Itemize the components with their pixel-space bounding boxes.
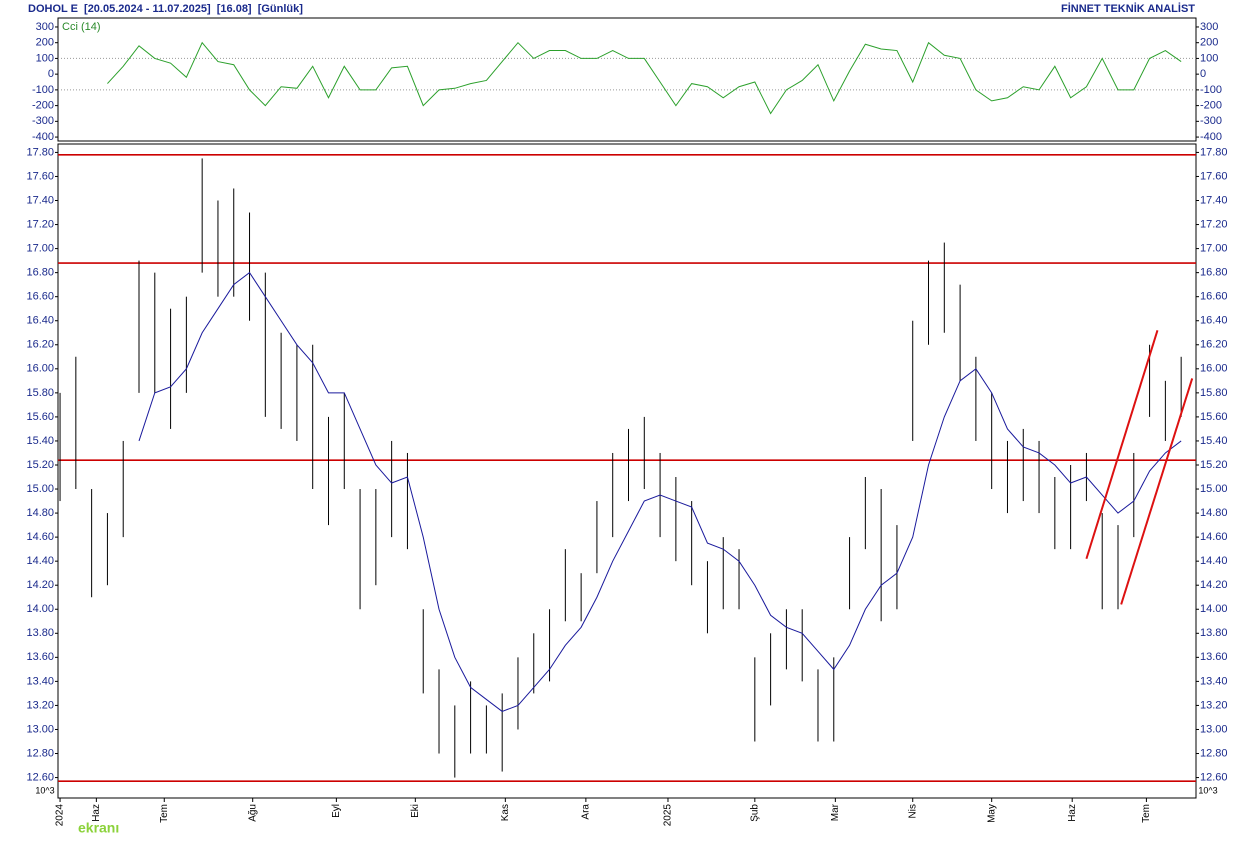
trend-line [1085, 330, 1159, 560]
y-tick-label: -100 [1200, 84, 1222, 96]
y-tick-label: 14.20 [1200, 579, 1228, 591]
price-panel [57, 143, 1197, 799]
y-tick-label: 12.60 [1200, 771, 1228, 783]
x-tick-label: Şub [749, 804, 760, 822]
x-tick-label: Haz [91, 804, 102, 822]
y-tick-label: 17.80 [26, 146, 54, 158]
x-tick-label: 2024 [55, 804, 66, 827]
x-tick-label: Kas [500, 804, 511, 821]
y-tick-label: 17.20 [26, 218, 54, 230]
x-tick-label: May [986, 804, 997, 823]
y-tick-label: -300 [32, 115, 54, 127]
y-tick-label: 300 [1200, 21, 1218, 33]
y-tick-label: 16.20 [26, 339, 54, 351]
y-tick-label: 16.20 [1200, 339, 1228, 351]
y-tick-label: 14.60 [1200, 531, 1228, 543]
y-tick-label: -400 [32, 131, 54, 143]
y-tick-label: 15.20 [26, 459, 54, 471]
y-tick-label: 300 [36, 21, 54, 33]
y-tick-label: 14.20 [26, 579, 54, 591]
y-tick-label: 17.40 [26, 194, 54, 206]
y-tick-label: 12.80 [26, 747, 54, 759]
y-tick-label: 15.00 [26, 483, 54, 495]
x-tick-label: 2025 [663, 804, 674, 827]
y-tick-label: 100 [1200, 52, 1218, 64]
y-tick-label: 12.60 [26, 771, 54, 783]
y-tick-label: 13.80 [26, 627, 54, 639]
x-tick-label: Eyl [331, 804, 342, 818]
x-tick-label: Tem [1141, 804, 1152, 823]
x-tick-label: Eki [410, 804, 421, 818]
y-tick-label: 17.20 [1200, 218, 1228, 230]
y-tick-label: 14.40 [26, 555, 54, 567]
y-tick-label: 14.00 [26, 603, 54, 615]
y-tick-label: 16.80 [26, 267, 54, 279]
y-tick-label: 15.60 [1200, 411, 1228, 423]
y-tick-label: 14.60 [26, 531, 54, 543]
y-tick-label: -400 [1200, 131, 1222, 143]
y-tick-label: 13.80 [1200, 627, 1228, 639]
y-tick-label: 16.80 [1200, 267, 1228, 279]
moving-average [138, 271, 1182, 713]
y-tick-label: 14.80 [1200, 507, 1228, 519]
y-tick-label: 16.00 [26, 363, 54, 375]
unit-label: 10^3 [1198, 785, 1217, 795]
y-tick-label: 15.80 [26, 387, 54, 399]
y-tick-label: 15.60 [26, 411, 54, 423]
y-tick-label: 13.20 [26, 699, 54, 711]
y-tick-label: 100 [36, 52, 54, 64]
x-tick-label: Haz [1067, 804, 1078, 822]
y-tick-label: 15.00 [1200, 483, 1228, 495]
y-tick-label: -200 [32, 100, 54, 112]
y-tick-label: 17.00 [26, 242, 54, 254]
y-tick-label: 15.40 [26, 435, 54, 447]
y-tick-label: 17.60 [26, 170, 54, 182]
y-tick-label: 12.80 [1200, 747, 1228, 759]
y-tick-label: 14.00 [1200, 603, 1228, 615]
y-tick-label: 14.80 [26, 507, 54, 519]
y-tick-label: 200 [36, 37, 54, 49]
y-tick-label: 16.40 [1200, 315, 1228, 327]
y-tick-label: 200 [1200, 37, 1218, 49]
unit-label: 10^3 [35, 785, 54, 795]
y-tick-label: 17.80 [1200, 146, 1228, 158]
y-tick-label: 16.00 [1200, 363, 1228, 375]
y-tick-label: 13.20 [1200, 699, 1228, 711]
y-tick-label: 13.00 [26, 723, 54, 735]
x-tick-label: Mar [830, 803, 841, 821]
y-tick-label: 17.40 [1200, 194, 1228, 206]
y-tick-label: 0 [1200, 68, 1206, 80]
y-tick-label: 13.40 [1200, 675, 1228, 687]
cci-title: Cci (14) [62, 21, 101, 33]
y-tick-label: -100 [32, 84, 54, 96]
y-tick-label: 13.40 [26, 675, 54, 687]
y-tick-label: 15.80 [1200, 387, 1228, 399]
y-tick-label: 15.40 [1200, 435, 1228, 447]
y-tick-label: -300 [1200, 115, 1222, 127]
y-tick-label: 17.60 [1200, 170, 1228, 182]
brand: FİNNET TEKNİK ANALİST [1061, 2, 1195, 15]
y-tick-label: 13.00 [1200, 723, 1228, 735]
y-tick-label: 16.60 [26, 291, 54, 303]
x-tick-label: Tem [159, 804, 170, 823]
y-tick-label: 0 [48, 68, 54, 80]
y-tick-label: 13.60 [26, 651, 54, 663]
y-tick-label: 16.60 [1200, 291, 1228, 303]
y-tick-label: 14.40 [1200, 555, 1228, 567]
watermark: ekranı [78, 820, 119, 836]
chart-header: DOHOL E [20.05.2024 - 11.07.2025] [16.08… [28, 3, 303, 15]
x-tick-label: Ara [581, 804, 592, 820]
cci-line [107, 41, 1182, 115]
y-tick-label: 16.40 [26, 315, 54, 327]
cci-panel [57, 17, 1197, 142]
trend-line [1120, 378, 1194, 605]
y-tick-label: -200 [1200, 100, 1222, 112]
y-tick-label: 15.20 [1200, 459, 1228, 471]
x-tick-label: Ağu [247, 804, 258, 822]
x-tick-label: Nis [907, 804, 918, 818]
y-tick-label: 17.00 [1200, 242, 1228, 254]
y-tick-label: 13.60 [1200, 651, 1228, 663]
